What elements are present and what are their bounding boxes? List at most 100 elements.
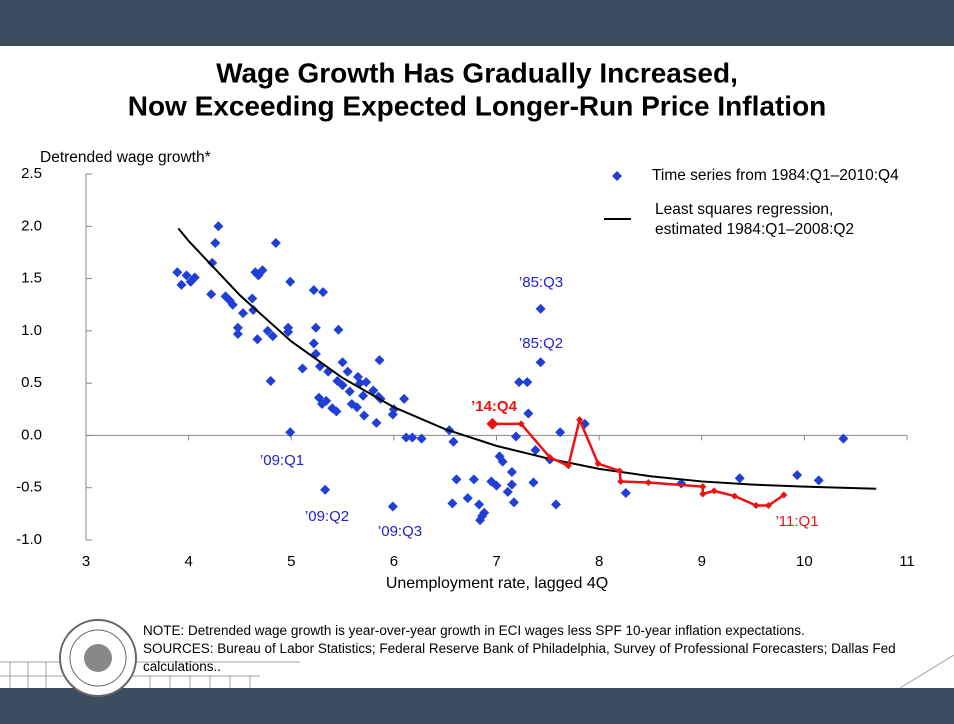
point: [227, 299, 238, 310]
point: [502, 486, 513, 497]
y-tick-label: -0.5: [16, 479, 42, 496]
note: NOTE: Detrended wage growth is year-over…: [143, 623, 805, 638]
decoration: [0, 654, 954, 689]
point: [699, 483, 707, 491]
point: [333, 324, 344, 335]
point: [506, 467, 517, 478]
x-tick-label: 4: [184, 553, 192, 570]
annotation: ’14:Q4: [471, 398, 518, 415]
point: [262, 325, 273, 336]
point: [181, 270, 192, 281]
point: [616, 467, 624, 475]
point: [576, 416, 584, 424]
point: [172, 267, 183, 278]
series-line: [177, 227, 877, 490]
point: [780, 491, 788, 499]
point: [297, 363, 308, 374]
series-line: [492, 415, 785, 507]
point: [213, 221, 224, 232]
point: [416, 433, 427, 444]
point: [477, 510, 488, 521]
point: [813, 475, 824, 486]
point: [232, 322, 243, 333]
x-tick-label: 9: [698, 553, 706, 570]
point: [253, 270, 264, 281]
point: [371, 417, 382, 428]
point: [497, 456, 508, 467]
point: [238, 308, 249, 319]
point: [344, 386, 355, 397]
point: [479, 507, 490, 518]
annotation: ’11:Q1: [775, 513, 818, 530]
point: [447, 498, 458, 509]
point: [387, 501, 398, 512]
point: [617, 477, 625, 485]
x-tick-label: 7: [492, 553, 500, 570]
point: [620, 487, 631, 498]
point: [517, 420, 525, 428]
sources: SOURCES: Bureau of Labor Statistics; Fed…: [143, 641, 896, 674]
point: [486, 417, 499, 430]
point: [206, 289, 217, 300]
legend-label: Time series from 1984:Q1–2010:Q4: [652, 167, 899, 184]
y-tick-label: -1.0: [16, 531, 42, 548]
point: [564, 462, 572, 470]
point: [359, 410, 370, 421]
point: [331, 406, 342, 417]
point: [535, 303, 546, 314]
point: [510, 431, 521, 442]
point: [337, 357, 348, 368]
point: [285, 276, 296, 287]
annotation: ’85:Q3: [519, 274, 563, 291]
point: [474, 499, 485, 510]
point: [270, 238, 281, 249]
annotation: ’85:Q2: [519, 335, 563, 352]
point: [838, 433, 849, 444]
point: [468, 474, 479, 485]
x-tick-label: 5: [287, 553, 295, 570]
point: [247, 293, 258, 304]
legend-marker: [612, 171, 622, 181]
x-tick-label: 10: [796, 553, 813, 570]
point: [448, 436, 459, 447]
point: [451, 474, 462, 485]
y-tick-label: 2.5: [21, 165, 42, 182]
point: [318, 287, 329, 298]
point: [401, 432, 412, 443]
point: [308, 285, 319, 296]
y-tick-label: 0.0: [21, 426, 42, 443]
point: [551, 499, 562, 510]
point: [514, 377, 525, 388]
x-tick-label: 6: [390, 553, 398, 570]
point: [210, 238, 221, 249]
point: [285, 427, 296, 438]
y-tick-label: 2.0: [21, 217, 42, 234]
point: [506, 479, 517, 490]
point: [252, 334, 263, 345]
point: [522, 377, 533, 388]
point: [731, 492, 739, 500]
x-tick-label: 3: [82, 553, 90, 570]
x-axis-label: Unemployment rate, lagged 4Q: [386, 575, 608, 592]
annotation: ’09:Q2: [305, 508, 349, 525]
point: [351, 402, 362, 413]
y-tick-label: 1.5: [21, 270, 42, 287]
point: [374, 355, 385, 366]
bottom-band: [0, 688, 954, 724]
point: [752, 501, 760, 509]
point: [248, 304, 259, 315]
y-tick-label: 1.0: [21, 322, 42, 339]
chart-title: Now Exceeding Expected Longer-Run Price …: [128, 90, 827, 121]
point: [523, 408, 534, 419]
point: [792, 470, 803, 481]
y-tick-label: 0.5: [21, 374, 42, 391]
seal: [59, 619, 137, 697]
point: [710, 487, 718, 495]
annotation: ’09:Q1: [260, 452, 304, 469]
point: [308, 338, 319, 349]
point: [491, 480, 502, 491]
point: [310, 322, 321, 333]
point: [283, 326, 294, 337]
